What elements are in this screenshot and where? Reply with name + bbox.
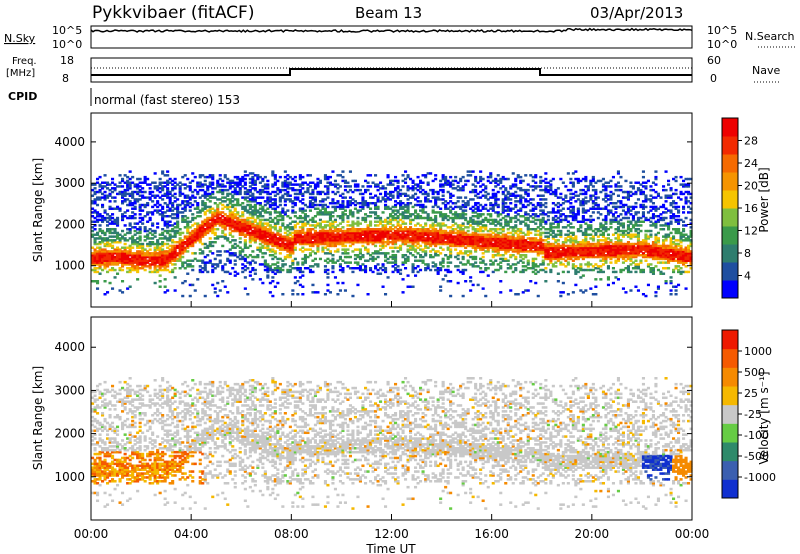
colorbar-swatch: [722, 172, 738, 191]
colorbar-swatch: [722, 118, 738, 137]
beam-title: Beam 13: [355, 4, 422, 22]
colorbar-tick: 28: [744, 135, 758, 148]
nave-tick-bottom: 0: [710, 72, 717, 85]
power-panel: 1000 2000 3000 4000 Slant Range [km] 4 8 12 16…: [31, 112, 771, 308]
nsearch-label: N.Search: [745, 30, 795, 43]
colorbar-swatch: [722, 423, 738, 443]
freq-trace: [91, 68, 692, 76]
colorbar-tick: 4: [744, 270, 751, 283]
velocity-cbar-label: Velocity [m s⁻¹]: [757, 371, 771, 464]
velocity-panel: 1000 2000 3000 4000 00:00 04:00 08:00 12:00 16:…: [31, 301, 776, 554]
ytick-label: 1000: [54, 259, 85, 273]
colorbar-swatch: [722, 330, 738, 350]
colorbar-swatch: [722, 226, 738, 245]
xtick-label: 08:00: [274, 527, 309, 541]
ytick-label: 4000: [54, 340, 85, 354]
velocity-colorbar: -1000 -500 -100 -25 25 500 1000: [721, 329, 776, 499]
colorbar-swatch: [722, 404, 738, 424]
colorbar-tick: 8: [744, 247, 751, 260]
colorbar-tick: -1000: [744, 471, 776, 484]
noise-tick-left-bottom: 10^0: [52, 38, 82, 51]
colorbar-swatch: [722, 386, 738, 406]
ytick-label: 2000: [54, 427, 85, 441]
noise-tick-right-top: 10^5: [707, 24, 737, 37]
colorbar-tick: 24: [744, 157, 758, 170]
velocity-xlabel: Time UT: [365, 542, 416, 554]
xtick-label: 20:00: [575, 527, 610, 541]
cpid-text: normal (fast stereo) 153: [94, 93, 240, 107]
colorbar-swatch: [722, 244, 738, 263]
colorbar-tick: 25: [744, 387, 758, 400]
cpid-label: CPID: [8, 90, 37, 103]
colorbar-swatch: [722, 154, 738, 173]
xtick-label: 00:00: [74, 527, 109, 541]
velocity-echoes: [91, 377, 693, 510]
colorbar-swatch: [722, 348, 738, 368]
colorbar-swatch: [722, 479, 738, 499]
colorbar-tick: -100: [744, 429, 769, 442]
power-echoes: [91, 170, 693, 298]
xtick-label: 12:00: [374, 527, 409, 541]
colorbar-tick: 16: [744, 202, 758, 215]
colorbar-swatch: [722, 460, 738, 480]
date-title: 03/Apr/2013: [590, 4, 683, 22]
freq-unit-label: [MHz]: [6, 68, 35, 79]
freq-panel: Freq. [MHz] 18 8 60 0 Nave: [6, 54, 780, 85]
ytick-label: 1000: [54, 470, 85, 484]
colorbar-tick: -500: [744, 450, 769, 463]
velocity-ylabel: Slant Range [km]: [31, 366, 45, 470]
nave-tick-top: 60: [707, 54, 721, 67]
ytick-label: 3000: [54, 383, 85, 397]
noise-trace: [90, 27, 693, 33]
xtick-label: 00:00: [675, 527, 710, 541]
noise-tick-right-bottom: 10^0: [707, 38, 737, 51]
freq-label: Freq.: [12, 56, 37, 67]
power-cbar-label: Power [dB]: [757, 167, 771, 232]
power-ylabel: Slant Range [km]: [31, 158, 45, 262]
xtick-label: 16:00: [474, 527, 509, 541]
ytick-label: 3000: [54, 176, 85, 190]
colorbar-swatch: [722, 442, 738, 462]
nsky-label: N.Sky: [4, 32, 36, 45]
power-colorbar: 4 8 12 16 20 24 28: [721, 117, 758, 299]
colorbar-swatch: [722, 280, 738, 299]
colorbar-tick: 12: [744, 225, 758, 238]
freq-tick-top: 18: [60, 54, 74, 67]
colorbar-tick: 1000: [744, 345, 772, 358]
colorbar-tick: -25: [744, 408, 762, 421]
colorbar-swatch: [722, 208, 738, 227]
colorbar-tick: 20: [744, 180, 758, 193]
xtick-label: 04:00: [174, 527, 209, 541]
colorbar-swatch: [722, 190, 738, 209]
noise-tick-left-top: 10^5: [52, 24, 82, 37]
freq-tick-bottom: 8: [62, 72, 69, 85]
nave-label: Nave: [752, 64, 780, 77]
ytick-label: 4000: [54, 135, 85, 149]
colorbar-swatch: [722, 367, 738, 387]
ytick-label: 2000: [54, 217, 85, 231]
noise-panel: N.Sky 10^5 10^0 10^5 10^0 N.Search: [4, 24, 796, 51]
colorbar-tick: 500: [744, 366, 765, 379]
station-title: Pykkvibaer (fitACF): [92, 3, 254, 23]
colorbar-swatch: [722, 262, 738, 281]
colorbar-swatch: [722, 136, 738, 155]
